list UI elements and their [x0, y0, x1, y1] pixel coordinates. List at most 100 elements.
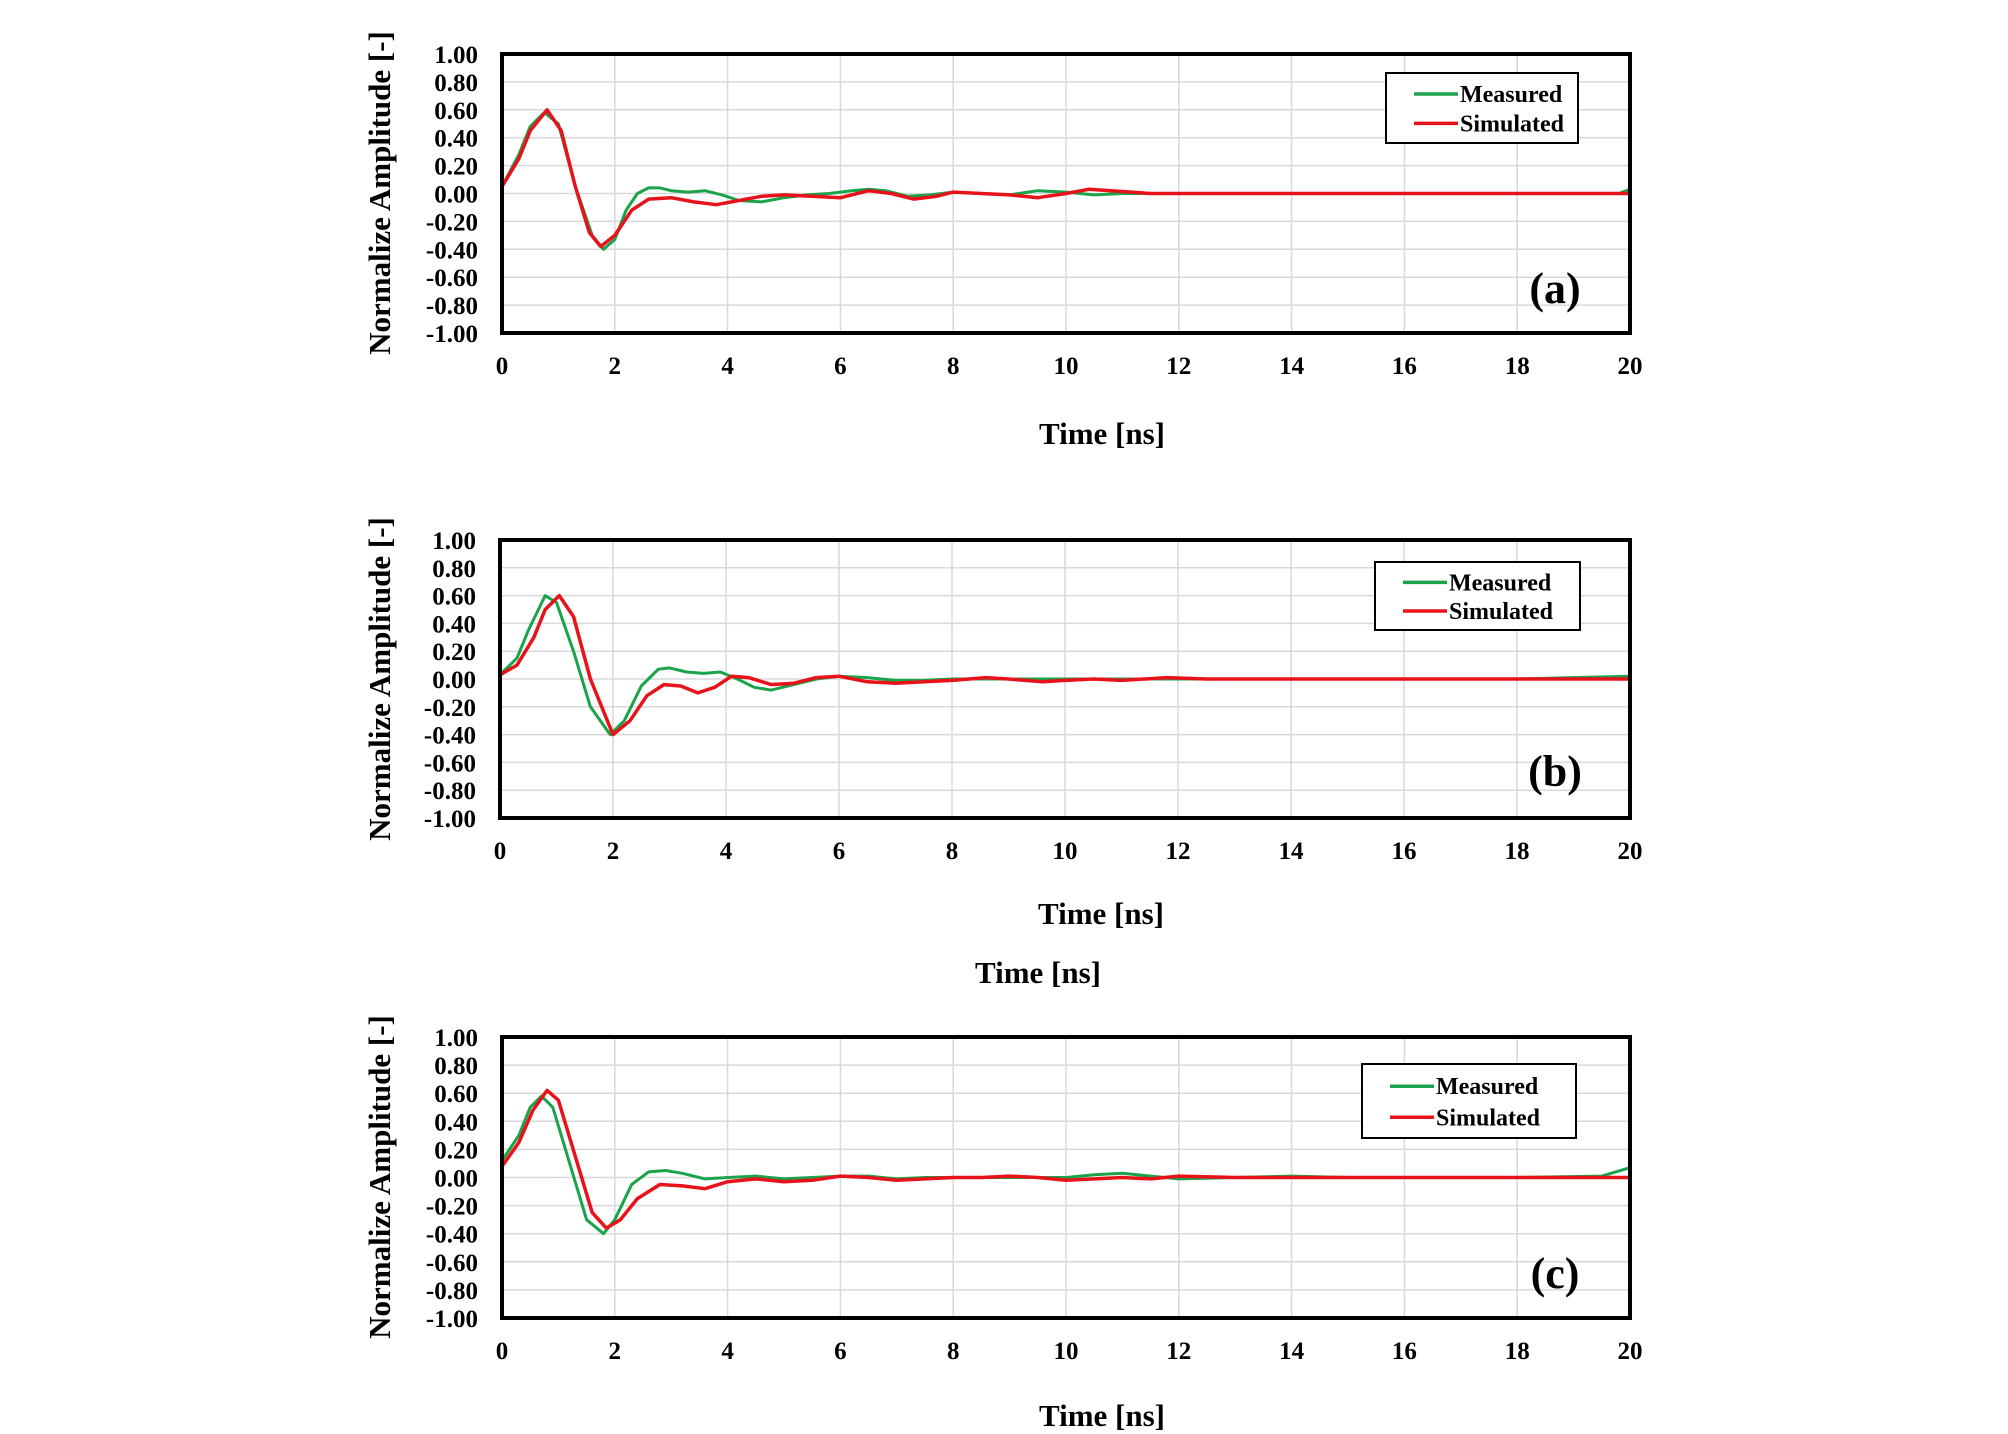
x-tick-label: 10 [1054, 353, 1079, 380]
x-tick-label: 16 [1392, 838, 1417, 865]
plot-area-frame [500, 1035, 1632, 1320]
legend-label-simulated: Simulated [1460, 111, 1565, 137]
y-tick-label: 0.00 [434, 182, 478, 209]
x-tick-label: 8 [947, 1338, 960, 1365]
panel-label: (a) [1529, 264, 1580, 313]
legend: Measured Simulated [1374, 561, 1581, 631]
y-tick-label: 0.80 [434, 70, 478, 97]
legend-label-measured: Measured [1436, 1074, 1539, 1100]
legend-label-measured: Measured [1460, 82, 1563, 108]
y-tick-label: -1.00 [426, 1306, 478, 1333]
y-tick-label: -0.60 [424, 750, 476, 777]
y-tick-label: 1.00 [432, 528, 476, 555]
legend-label-simulated: Simulated [1449, 599, 1554, 625]
x-tick-label: 14 [1279, 1338, 1305, 1365]
x-tick-label: 16 [1392, 1338, 1417, 1365]
x-tick-label: 8 [946, 838, 959, 865]
x-tick-label: 16 [1392, 353, 1417, 380]
x-tick-label: 14 [1279, 838, 1305, 865]
chart-panel: 1.000.800.600.400.200.00-0.20-0.40-0.60-… [362, 517, 1643, 931]
legend: Measured Simulated [1385, 72, 1579, 144]
legend-label-simulated: Simulated [1436, 1105, 1541, 1131]
y-tick-label: -0.20 [426, 1194, 478, 1221]
extra-x-axis-title: Time [ns] [975, 955, 1101, 990]
x-tick-label: 2 [607, 838, 620, 865]
legend: Measured Simulated [1361, 1063, 1577, 1139]
series-line-simulated [500, 108, 1632, 249]
y-axis-title: Normalize Amplitude [-] [362, 1015, 397, 1339]
x-tick-label: 18 [1505, 1338, 1530, 1365]
y-tick-label: 0.20 [434, 154, 478, 181]
y-tick-label: 0.80 [434, 1053, 478, 1080]
series-line-simulated [500, 1088, 1632, 1230]
x-tick-label: 2 [609, 1338, 622, 1365]
legend-box [1385, 72, 1579, 144]
x-tick-label: 4 [721, 1338, 734, 1365]
y-tick-label: 1.00 [434, 1025, 478, 1052]
x-tick-label: 8 [947, 353, 960, 380]
x-tick-label: 12 [1166, 353, 1191, 380]
x-tick-label: 6 [834, 1338, 847, 1365]
y-tick-label: -0.20 [424, 695, 476, 722]
y-axis-title: Normalize Amplitude [-] [362, 517, 397, 841]
y-tick-label: 0.60 [432, 584, 476, 611]
legend-label-measured: Measured [1449, 570, 1552, 596]
y-tick-label: -0.80 [426, 1278, 478, 1305]
x-tick-label: 4 [721, 353, 734, 380]
series-line-simulated [498, 593, 1632, 737]
x-axis-title: Time [ns] [1039, 1398, 1165, 1433]
x-tick-label: 20 [1618, 1338, 1643, 1365]
y-tick-label: 0.00 [432, 667, 476, 694]
y-tick-label: -0.60 [426, 1250, 478, 1277]
y-tick-label: 0.20 [434, 1137, 478, 1164]
y-axis-title: Normalize Amplitude [-] [362, 31, 397, 355]
y-tick-label: -0.60 [426, 265, 478, 292]
legend-box [1374, 561, 1581, 631]
x-tick-label: 0 [496, 1338, 509, 1365]
x-axis-title: Time [ns] [1039, 416, 1165, 451]
panel-label: (b) [1528, 747, 1582, 796]
x-tick-label: 10 [1053, 838, 1078, 865]
y-tick-label: -0.40 [426, 1222, 478, 1249]
plot-area-frame [498, 538, 1632, 820]
x-tick-label: 0 [494, 838, 507, 865]
y-tick-label: -1.00 [424, 806, 476, 833]
x-axis-title: Time [ns] [1038, 896, 1164, 931]
chart-panel: 1.000.800.600.400.200.00-0.20-0.40-0.60-… [362, 31, 1643, 451]
y-tick-label: 1.00 [434, 42, 478, 69]
plot-area-frame [500, 52, 1632, 335]
y-tick-label: -0.80 [426, 293, 478, 320]
x-tick-label: 12 [1166, 838, 1191, 865]
y-tick-label: 0.80 [432, 556, 476, 583]
panel-label: (c) [1531, 1249, 1580, 1298]
x-tick-label: 2 [609, 353, 622, 380]
y-tick-label: 0.40 [434, 126, 478, 153]
x-tick-label: 12 [1166, 1338, 1191, 1365]
x-tick-label: 0 [496, 353, 509, 380]
y-tick-label: -1.00 [426, 321, 478, 348]
panels: 1.000.800.600.400.200.00-0.20-0.40-0.60-… [362, 31, 1643, 1433]
y-tick-label: -0.40 [426, 237, 478, 264]
y-tick-label: -0.80 [424, 778, 476, 805]
legend-box [1361, 1063, 1577, 1139]
x-tick-label: 6 [834, 353, 847, 380]
y-tick-label: 0.40 [432, 611, 476, 638]
y-tick-label: -0.40 [424, 723, 476, 750]
x-tick-label: 18 [1505, 838, 1530, 865]
x-tick-label: 4 [720, 838, 733, 865]
y-tick-label: 0.20 [432, 639, 476, 666]
x-tick-label: 20 [1618, 353, 1643, 380]
x-tick-label: 20 [1618, 838, 1643, 865]
y-tick-label: -0.20 [426, 209, 478, 236]
y-tick-label: 0.60 [434, 98, 478, 125]
x-tick-label: 6 [833, 838, 846, 865]
y-tick-label: 0.60 [434, 1081, 478, 1108]
y-tick-label: 0.00 [434, 1166, 478, 1193]
x-tick-label: 18 [1505, 353, 1530, 380]
y-tick-label: 0.40 [434, 1109, 478, 1136]
x-tick-label: 14 [1279, 353, 1305, 380]
chart-panel: 1.000.800.600.400.200.00-0.20-0.40-0.60-… [362, 1015, 1643, 1433]
x-tick-label: 10 [1054, 1338, 1079, 1365]
